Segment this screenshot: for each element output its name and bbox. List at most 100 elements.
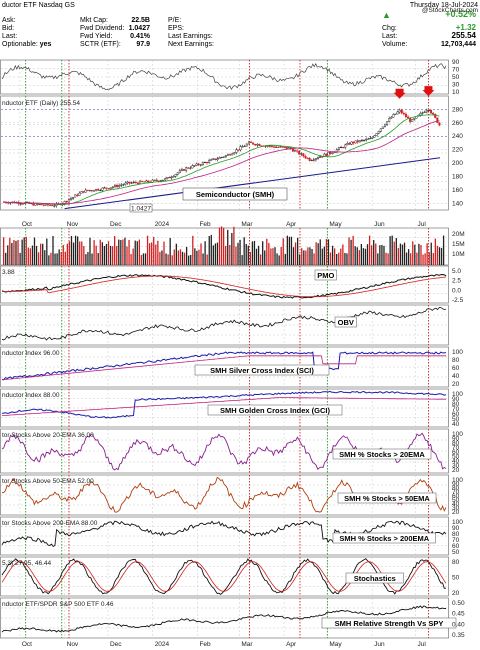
price-candle xyxy=(381,126,384,129)
volume-bar xyxy=(225,245,227,265)
volume-bar xyxy=(196,250,198,265)
price-candle xyxy=(63,201,66,204)
price-candle xyxy=(430,109,433,114)
volume-bar xyxy=(111,246,114,265)
price-candle xyxy=(69,198,72,200)
price-candle xyxy=(38,204,41,206)
price-candle xyxy=(350,141,353,145)
panel-tick-label-3: 60 xyxy=(452,411,460,418)
volume-bar xyxy=(395,238,397,265)
price-candle xyxy=(153,179,156,181)
price-candle xyxy=(82,191,85,193)
volume-bar xyxy=(276,253,278,265)
price-candle xyxy=(392,114,395,118)
price-candle xyxy=(78,192,81,196)
quote-last-label: Last: xyxy=(382,33,398,40)
panel-title-box-3 xyxy=(207,404,343,416)
volume-bar xyxy=(418,243,420,265)
price-candle xyxy=(176,172,179,175)
panel-tick-label-4: 60 xyxy=(452,449,460,456)
volume-bar xyxy=(377,253,379,265)
panel-label-6: tor Stocks Above 200-EMA 88.00 xyxy=(2,520,98,527)
price-candle xyxy=(174,174,177,177)
price-candle xyxy=(331,152,334,154)
volume-bar xyxy=(420,245,422,265)
volume-bar xyxy=(442,235,445,265)
price-candle xyxy=(432,112,435,115)
price-candle xyxy=(86,189,89,191)
volume-bar xyxy=(301,248,303,265)
volume-bar xyxy=(410,253,412,265)
volume-bar xyxy=(138,239,140,265)
panel-tick-label-2: 20 xyxy=(452,381,460,388)
price-candle xyxy=(210,159,213,161)
volume-bar xyxy=(208,236,210,265)
price-peak-arrow-icon xyxy=(422,86,435,97)
panel-title-box-2 xyxy=(194,364,330,376)
x-axis-label-bottom-apr: Apr xyxy=(286,641,297,648)
price-candle xyxy=(233,152,236,155)
price-candle xyxy=(293,150,296,152)
price-candle xyxy=(65,201,68,203)
price-candle xyxy=(218,157,221,160)
price-candle xyxy=(97,188,100,191)
volume-bar xyxy=(241,255,243,265)
panel-tick-label-2: 80 xyxy=(452,357,460,364)
volume-bar xyxy=(268,242,270,265)
price-candle xyxy=(170,176,173,179)
price-candle xyxy=(21,203,24,205)
panel-tick-label-6: 100 xyxy=(452,519,463,526)
x-axis-label-oct: Oct xyxy=(22,221,32,228)
volume-bar xyxy=(350,239,352,265)
panel-tick-label-5: 30 xyxy=(452,505,460,512)
volume-bar xyxy=(157,240,159,265)
price-candle xyxy=(93,190,96,192)
rsi-tick-label: 30 xyxy=(452,82,460,89)
price-candle xyxy=(172,176,175,178)
panel-label-0: 3.88 xyxy=(2,269,15,276)
mktcap-value: 22.5B xyxy=(131,17,150,24)
volume-bar xyxy=(251,241,254,265)
panel-label-4: tor Stocks Above 20-EMA 36.00 xyxy=(2,432,94,439)
price-candle xyxy=(279,146,282,148)
price-candle xyxy=(371,136,374,139)
volume-bar xyxy=(315,242,317,265)
volume-bar xyxy=(358,250,360,265)
volume-bar xyxy=(323,246,326,265)
price-candle xyxy=(212,158,215,160)
volume-bar xyxy=(296,237,299,265)
panel-tick-label-0: 0.0 xyxy=(452,287,461,294)
volume-bar xyxy=(229,244,231,265)
panel-title-5: SMH % Stocks > 50EMA xyxy=(344,494,430,503)
price-candle xyxy=(367,138,370,140)
x-axis-label-bottom-feb: Feb xyxy=(199,641,211,648)
fwd-div-label: Fwd Dividend: xyxy=(80,25,125,32)
volume-bar xyxy=(29,248,32,265)
last-earnings-label: Last Earnings: xyxy=(168,33,213,40)
panel-title-1: OBV xyxy=(338,318,354,327)
price-candle xyxy=(327,152,330,156)
volume-bar xyxy=(375,243,377,265)
volume-bar xyxy=(336,254,338,265)
price-candle xyxy=(348,143,351,145)
price-candle xyxy=(325,153,328,156)
panel-tick-label-5: 60 xyxy=(452,493,460,500)
volume-bar xyxy=(299,254,301,265)
volume-bar xyxy=(428,252,430,265)
panel-tick-label-2: 40 xyxy=(452,373,460,380)
price-candle xyxy=(398,109,401,113)
price-candle xyxy=(147,180,150,183)
fwd-yield-value: 0.41% xyxy=(130,33,150,40)
volume-bar xyxy=(405,252,408,265)
price-candle xyxy=(285,146,288,149)
price-candle xyxy=(425,110,428,113)
volume-bar xyxy=(142,253,145,265)
price-candle xyxy=(162,179,165,181)
price-candle xyxy=(49,204,52,206)
volume-bar xyxy=(370,245,373,265)
price-candle xyxy=(356,140,359,143)
panel-tick-label-3: 50 xyxy=(452,416,460,423)
volume-bar xyxy=(237,242,239,265)
panel-tick-label-6: 90 xyxy=(452,525,460,532)
price-panel-label: nductor ETF (Daily) 255.54 xyxy=(2,100,80,107)
